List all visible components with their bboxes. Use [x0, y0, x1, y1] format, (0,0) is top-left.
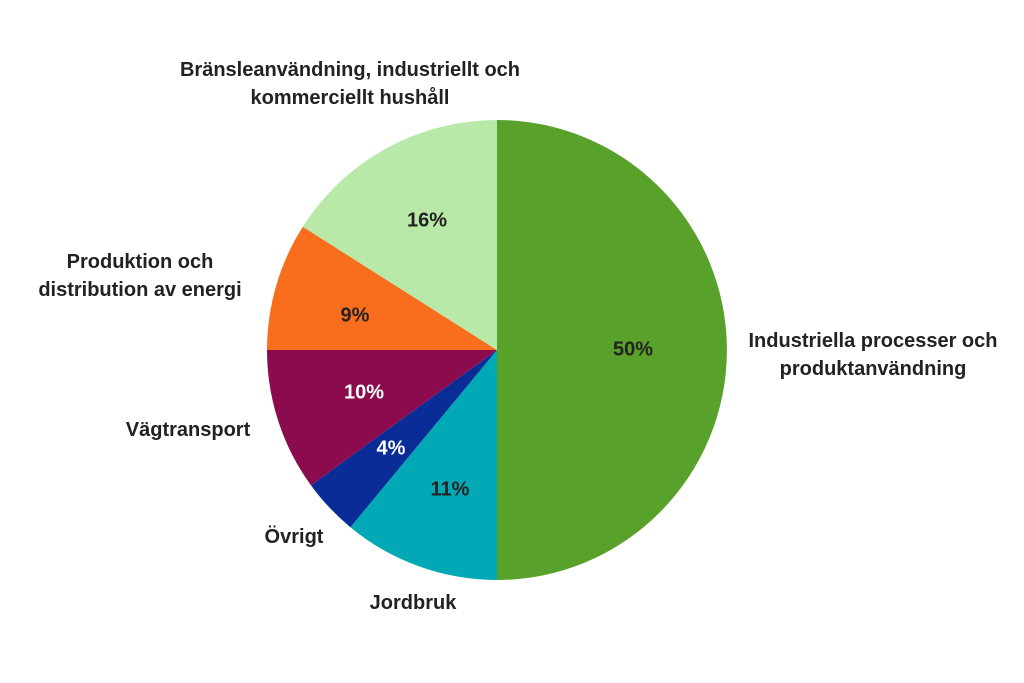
category-label: Övrigt — [264, 526, 324, 548]
value-label: 50% — [613, 338, 653, 360]
pie-slice — [267, 350, 497, 486]
pie-slice — [497, 120, 727, 580]
value-label: 9% — [341, 304, 370, 326]
value-label: 4% — [377, 437, 406, 459]
category-label: Industriella processer och produktanvänd… — [748, 330, 998, 380]
category-label: Bränsleanvändning, industriellt och komm… — [179, 59, 521, 109]
category-label: Produktion och distribution av energi — [38, 251, 242, 301]
pie-slice — [302, 120, 497, 350]
category-label: Vägtransport — [125, 419, 251, 441]
pie-slice — [350, 350, 497, 580]
category-label: Jordbruk — [369, 592, 457, 614]
pie-slice — [310, 350, 497, 528]
value-label: 16% — [407, 209, 447, 231]
value-label: 11% — [431, 478, 470, 500]
pie-slice — [267, 226, 497, 350]
value-label: 10% — [344, 381, 384, 403]
